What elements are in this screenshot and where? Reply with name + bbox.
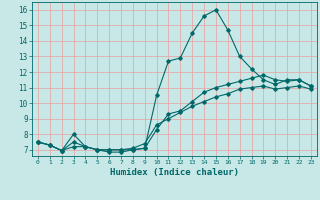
- X-axis label: Humidex (Indice chaleur): Humidex (Indice chaleur): [110, 168, 239, 177]
